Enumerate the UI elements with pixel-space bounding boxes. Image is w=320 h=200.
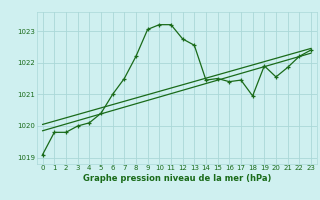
X-axis label: Graphe pression niveau de la mer (hPa): Graphe pression niveau de la mer (hPa) [83,174,271,183]
